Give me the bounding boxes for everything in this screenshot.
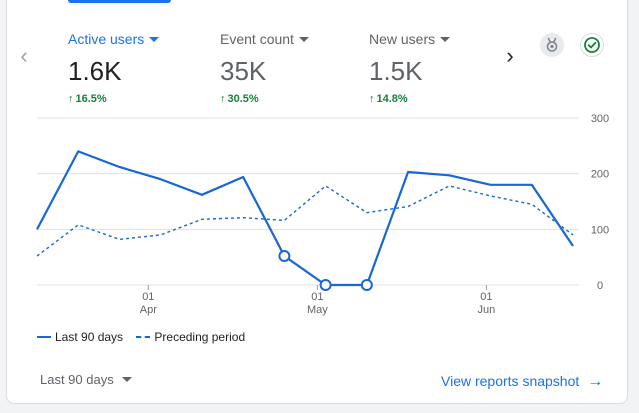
metric-delta-value: 30.5% xyxy=(227,93,259,105)
legend-label: Last 90 days xyxy=(55,330,124,344)
metric-value: 35K xyxy=(220,56,267,86)
view-reports-snapshot-link[interactable]: View reports snapshot → xyxy=(441,372,603,390)
data-point-marker[interactable] xyxy=(278,250,291,263)
legend-solid-swatch xyxy=(37,335,51,338)
y-tick-label: 0 xyxy=(597,280,603,292)
chevron-right-icon[interactable]: › xyxy=(506,43,514,68)
metric-label: New users xyxy=(369,31,436,47)
chevron-left-icon[interactable]: ‹ xyxy=(20,43,28,68)
x-tick-day-label: 01 xyxy=(480,291,492,303)
legend-dashed-swatch xyxy=(136,335,151,338)
metric-value: 1.5K xyxy=(369,56,423,86)
check-status-button[interactable] xyxy=(580,33,604,57)
date-range-label: Last 90 days xyxy=(40,372,114,387)
x-tick-day-label: 01 xyxy=(311,291,323,303)
chart-legend: Last 90 days Preceding period xyxy=(37,330,255,344)
chart-gridlines xyxy=(37,117,579,286)
metric-tab-event-count[interactable]: Event count 35K ↑ 30.5% xyxy=(220,30,360,106)
y-tick-label: 100 xyxy=(591,224,609,236)
date-range-dropdown[interactable]: Last 90 days xyxy=(40,372,132,388)
series-line-last-90-days xyxy=(36,150,574,287)
series-markers xyxy=(278,250,373,291)
data-point-marker[interactable] xyxy=(319,279,332,291)
x-tick-month-label: May xyxy=(307,304,328,316)
metric-delta: ↑ 16.5% xyxy=(68,92,208,106)
x-tick-month-label: Jun xyxy=(478,304,496,316)
legend-item-preceding-period: Preceding period xyxy=(136,330,245,344)
metric-tab-new-users[interactable]: New users 1.5K ↑ 14.8% xyxy=(369,30,509,106)
active-tab-indicator xyxy=(68,0,171,3)
arrow-up-icon: ↑ xyxy=(68,93,74,105)
arrow-right-icon: → xyxy=(587,373,604,390)
caret-down-icon xyxy=(440,36,451,42)
metric-delta: ↑ 14.8% xyxy=(369,92,509,106)
y-tick-label: 300 xyxy=(591,113,609,125)
caret-down-icon xyxy=(149,36,160,42)
y-axis-ticks: 300 200 100 0 xyxy=(591,113,609,292)
overview-card: ‹ Active users 1.6K ↑ 16.5% Event count 3… xyxy=(6,0,628,404)
metric-tab-active-users[interactable]: Active users 1.6K ↑ 16.5% xyxy=(68,30,208,106)
metric-label: Active users xyxy=(68,31,145,47)
y-tick-label: 200 xyxy=(591,169,609,181)
metric-delta-value: 16.5% xyxy=(75,93,107,105)
metric-delta: ↑ 30.5% xyxy=(220,92,360,106)
caret-down-icon xyxy=(121,377,132,383)
insights-badge-button[interactable] xyxy=(540,33,564,57)
arrow-up-icon: ↑ xyxy=(220,93,226,105)
snapshot-link-label: View reports snapshot xyxy=(441,373,580,389)
data-point-marker[interactable] xyxy=(360,279,373,291)
metric-delta-value: 14.8% xyxy=(376,93,408,105)
x-tick-month-label: Apr xyxy=(140,304,157,316)
legend-label: Preceding period xyxy=(154,330,246,344)
series-line-preceding-period xyxy=(36,185,574,257)
legend-item-last-90-days: Last 90 days xyxy=(37,330,123,344)
caret-down-icon xyxy=(298,36,309,42)
x-tick-day-label: 01 xyxy=(142,291,154,303)
metric-label: Event count xyxy=(220,31,294,47)
check-circle-icon xyxy=(584,37,600,53)
arrow-up-icon: ↑ xyxy=(369,93,375,105)
metric-value: 1.6K xyxy=(68,56,122,86)
insights-badge-icon xyxy=(546,37,558,52)
